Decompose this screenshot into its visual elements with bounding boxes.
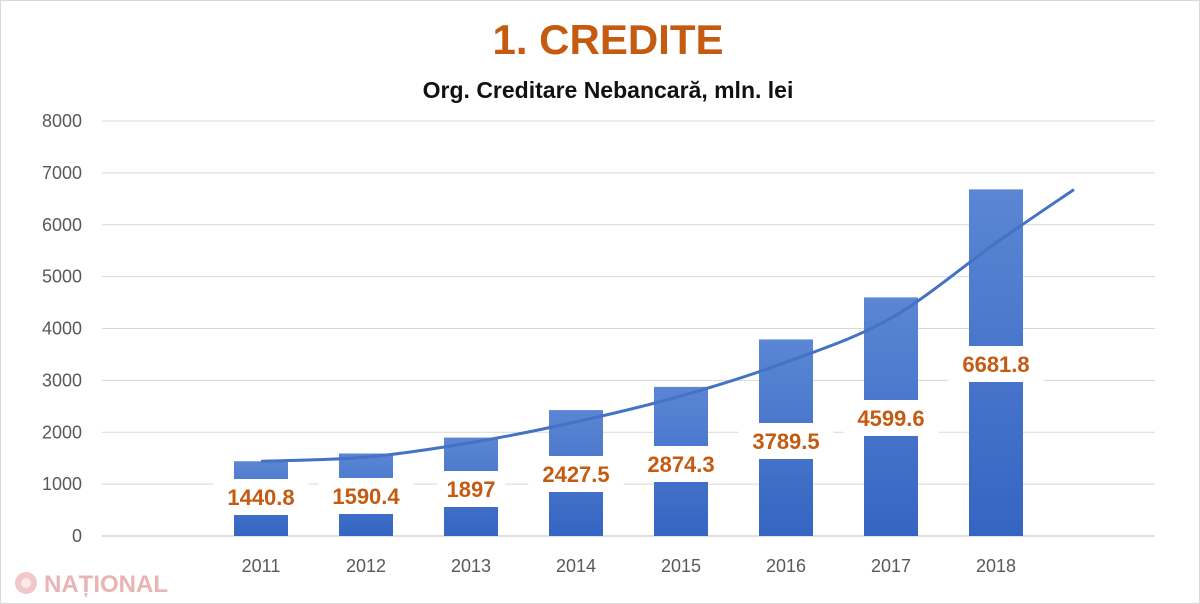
data-label: 6681.8 xyxy=(962,352,1029,377)
y-tick-label: 6000 xyxy=(42,215,82,235)
y-axis-ticks: 0 1000 2000 3000 4000 5000 6000 7000 8000 xyxy=(42,111,82,546)
data-label: 3789.5 xyxy=(752,429,819,454)
chart-subtitle: Org. Creditare Nebancară, mln. lei xyxy=(423,77,794,103)
data-label: 4599.6 xyxy=(857,406,924,431)
y-tick-label: 5000 xyxy=(42,267,82,287)
chart-title: 1. CREDITE xyxy=(492,16,723,63)
data-label: 1590.4 xyxy=(332,484,400,509)
data-label: 2427.5 xyxy=(542,462,609,487)
x-tick-label: 2014 xyxy=(556,556,596,576)
x-tick-label: 2015 xyxy=(661,556,701,576)
y-tick-label: 3000 xyxy=(42,370,82,390)
x-tick-label: 2017 xyxy=(871,556,911,576)
x-tick-label: 2013 xyxy=(451,556,491,576)
y-tick-label: 1000 xyxy=(42,474,82,494)
watermark-logo: NAȚIONAL xyxy=(15,571,168,598)
x-tick-label: 2018 xyxy=(976,556,1016,576)
data-label-bg xyxy=(213,479,309,515)
data-label-bg xyxy=(843,400,939,436)
data-label: 2874.3 xyxy=(647,452,714,477)
x-tick-label: 2016 xyxy=(766,556,806,576)
x-tick-label: 2012 xyxy=(346,556,386,576)
x-axis-ticks: 2011 2012 2013 2014 2015 2016 2017 2018 xyxy=(242,556,1016,576)
y-tick-label: 7000 xyxy=(42,163,82,183)
x-tick-label: 2011 xyxy=(242,556,281,576)
data-label-bg xyxy=(738,423,834,459)
trendline xyxy=(260,188,1075,463)
data-label-bg xyxy=(633,446,729,482)
y-tick-label: 8000 xyxy=(42,111,82,131)
data-labels: 1440.8 1590.4 1897 2427.5 2874.3 3789.5 4599.6… xyxy=(213,346,1044,515)
y-tick-label: 2000 xyxy=(42,422,82,442)
trendline-layer xyxy=(260,188,1075,463)
data-label: 1897 xyxy=(447,477,496,502)
data-label-bg xyxy=(437,471,505,507)
watermark-text: NAȚIONAL xyxy=(44,571,168,598)
data-label: 1440.8 xyxy=(227,485,294,510)
data-label-bg xyxy=(318,478,414,514)
y-tick-label: 0 xyxy=(72,526,82,546)
data-label-bg xyxy=(528,456,624,492)
y-tick-label: 4000 xyxy=(42,319,82,339)
data-label-bg xyxy=(948,346,1044,382)
